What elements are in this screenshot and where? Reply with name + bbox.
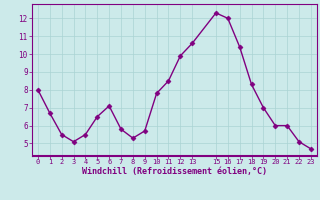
X-axis label: Windchill (Refroidissement éolien,°C): Windchill (Refroidissement éolien,°C)	[82, 167, 267, 176]
